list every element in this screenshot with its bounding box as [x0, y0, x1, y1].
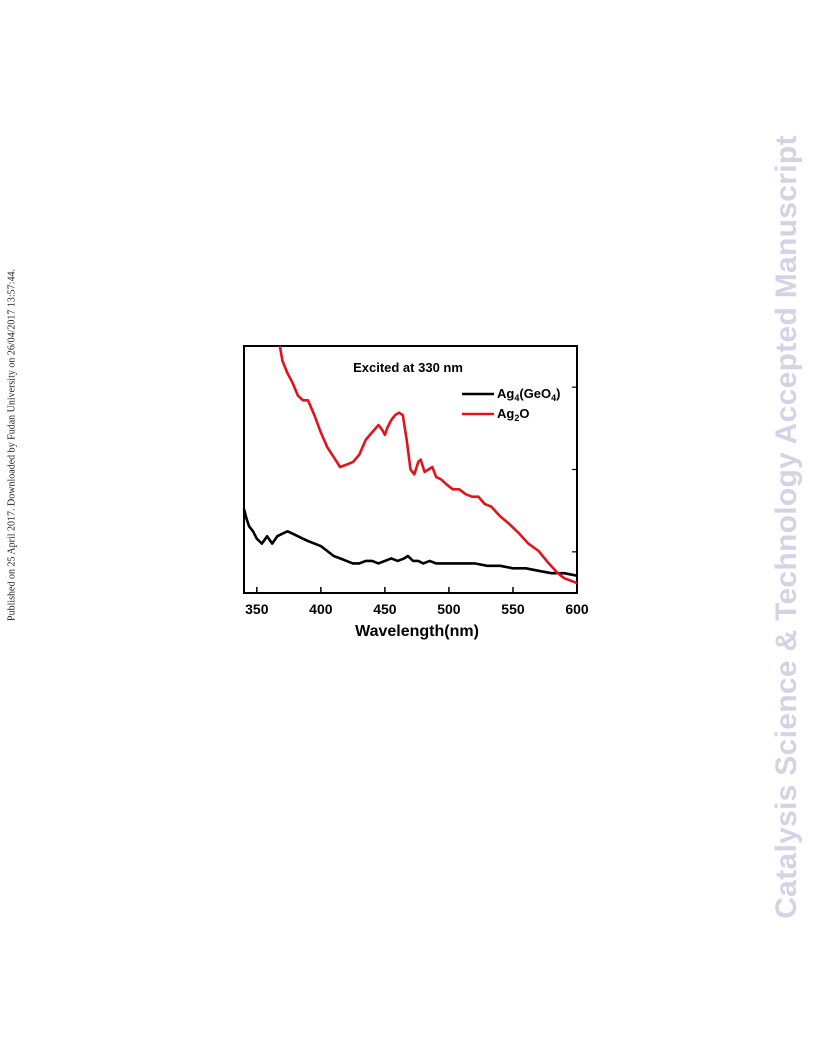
x-tick-label: 450	[373, 601, 397, 617]
x-ticks: 350 400 450 500 550 600	[245, 386, 589, 617]
series-line-2	[278, 345, 578, 585]
x-tick-label: 500	[437, 601, 461, 617]
x-tick-label: 400	[309, 601, 333, 617]
legend-label-1: Ag4(GeO4)	[497, 386, 561, 403]
x-tick-label: 350	[245, 601, 269, 617]
chart-annotation: Excited at 330 nm	[353, 360, 463, 375]
legend: Ag4(GeO4) Ag2O	[462, 386, 561, 423]
series-lines	[242, 345, 578, 585]
x-tick-label: 600	[565, 601, 589, 617]
legend-label-2: Ag2O	[497, 406, 529, 423]
x-axis-label: Wavelength(nm)	[355, 623, 479, 640]
x-tick-label: 550	[501, 601, 525, 617]
series-line-1	[242, 508, 578, 577]
